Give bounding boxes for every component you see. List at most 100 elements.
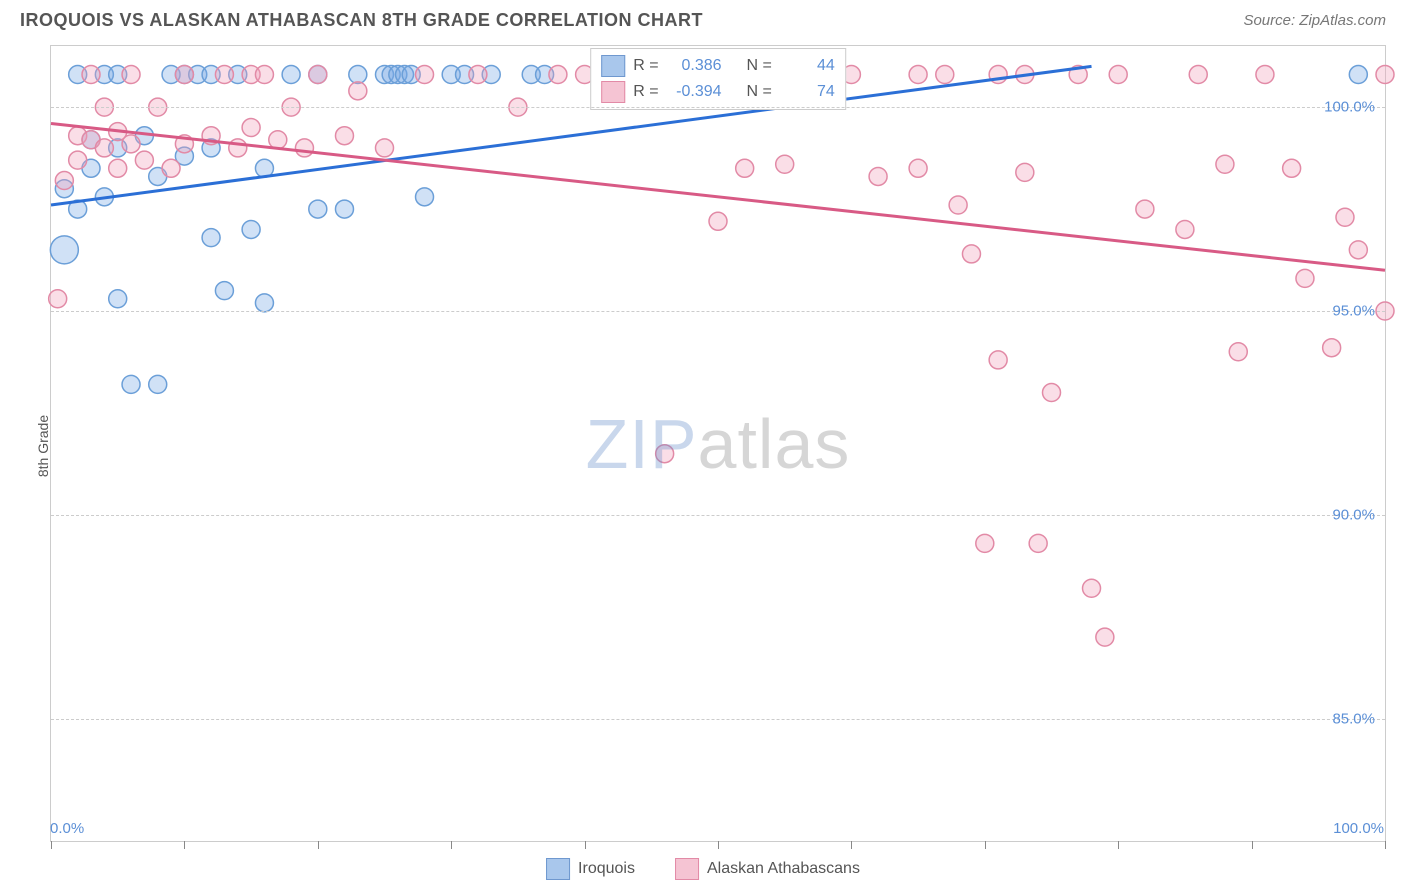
scatter-point [349, 82, 367, 100]
scatter-point [95, 139, 113, 157]
chart-header: IROQUOIS VS ALASKAN ATHABASCAN 8TH GRADE… [0, 0, 1406, 39]
stat-n-label: N = [746, 57, 771, 75]
scatter-point [255, 66, 273, 84]
scatter-point [282, 66, 300, 84]
scatter-point [1323, 339, 1341, 357]
scatter-point [82, 66, 100, 84]
scatter-point [122, 66, 140, 84]
scatter-point [1296, 269, 1314, 287]
scatter-point [656, 445, 674, 463]
legend-stats-box: R =0.386 N =44R =-0.394 N =74 [590, 48, 846, 110]
stat-n-value: 74 [780, 83, 835, 101]
scatter-point [55, 172, 73, 190]
scatter-point [1336, 208, 1354, 226]
scatter-point [109, 159, 127, 177]
bottom-legend: Iroquois Alaskan Athabascans [546, 858, 860, 880]
gridline [51, 515, 1385, 516]
bottom-legend-item: Iroquois [546, 858, 635, 880]
plot-svg [51, 46, 1385, 841]
y-tick-label: 100.0% [1324, 99, 1375, 116]
scatter-point [109, 290, 127, 308]
x-tick-mark [1252, 841, 1253, 849]
scatter-point [295, 139, 313, 157]
legend-swatch [601, 55, 625, 77]
x-tick-mark [1118, 841, 1119, 849]
scatter-point [709, 212, 727, 230]
chart-area: ZIPatlas R =0.386 N =44R =-0.394 N =74 8… [50, 45, 1386, 842]
stat-r-value: -0.394 [667, 83, 722, 101]
scatter-point [936, 66, 954, 84]
scatter-point [335, 127, 353, 145]
scatter-point [1083, 579, 1101, 597]
scatter-point [1229, 343, 1247, 361]
bottom-legend-item: Alaskan Athabascans [675, 858, 860, 880]
chart-title: IROQUOIS VS ALASKAN ATHABASCAN 8TH GRADE… [20, 10, 703, 31]
gridline [51, 107, 1385, 108]
x-tick-label: 0.0% [50, 820, 84, 837]
scatter-point [1109, 66, 1127, 84]
x-tick-mark [718, 841, 719, 849]
x-tick-mark [318, 841, 319, 849]
scatter-point [989, 351, 1007, 369]
x-tick-mark [51, 841, 52, 849]
legend-swatch [601, 81, 625, 103]
scatter-point [1136, 200, 1154, 218]
y-axis-label: 8th Grade [35, 415, 51, 477]
scatter-point [335, 200, 353, 218]
scatter-point [175, 66, 193, 84]
scatter-point [149, 375, 167, 393]
y-tick-label: 90.0% [1332, 506, 1375, 523]
scatter-point [242, 119, 260, 137]
scatter-point [416, 188, 434, 206]
scatter-point [976, 534, 994, 552]
legend-stats-row: R =0.386 N =44 [601, 53, 835, 79]
x-tick-mark [985, 841, 986, 849]
scatter-point [202, 229, 220, 247]
chart-source: Source: ZipAtlas.com [1243, 12, 1386, 29]
y-tick-label: 95.0% [1332, 303, 1375, 320]
scatter-point [215, 282, 233, 300]
x-tick-mark [184, 841, 185, 849]
x-tick-mark [851, 841, 852, 849]
trend-line [51, 123, 1385, 270]
scatter-point [122, 135, 140, 153]
scatter-point [1376, 66, 1394, 84]
scatter-point [50, 236, 78, 264]
legend-swatch [546, 858, 570, 880]
scatter-point [1349, 66, 1367, 84]
scatter-point [49, 290, 67, 308]
scatter-point [1096, 628, 1114, 646]
scatter-point [416, 66, 434, 84]
scatter-point [909, 159, 927, 177]
scatter-point [1043, 384, 1061, 402]
x-tick-label: 100.0% [1333, 820, 1384, 837]
x-tick-mark [585, 841, 586, 849]
scatter-point [135, 151, 153, 169]
scatter-point [1349, 241, 1367, 259]
stat-r-label: R = [633, 83, 658, 101]
gridline [51, 719, 1385, 720]
bottom-legend-label: Iroquois [578, 860, 635, 878]
gridline [51, 311, 1385, 312]
scatter-point [869, 167, 887, 185]
x-tick-mark [1385, 841, 1386, 849]
scatter-point [309, 200, 327, 218]
scatter-point [949, 196, 967, 214]
scatter-point [1029, 534, 1047, 552]
scatter-point [909, 66, 927, 84]
y-tick-label: 85.0% [1332, 710, 1375, 727]
scatter-point [309, 66, 327, 84]
scatter-point [1256, 66, 1274, 84]
stat-n-value: 44 [780, 57, 835, 75]
scatter-point [122, 375, 140, 393]
bottom-legend-label: Alaskan Athabascans [707, 860, 860, 878]
scatter-point [349, 66, 367, 84]
legend-swatch [675, 858, 699, 880]
scatter-point [229, 139, 247, 157]
scatter-point [69, 151, 87, 169]
scatter-point [376, 139, 394, 157]
scatter-point [1189, 66, 1207, 84]
x-tick-mark [451, 841, 452, 849]
scatter-point [215, 66, 233, 84]
scatter-point [242, 220, 260, 238]
